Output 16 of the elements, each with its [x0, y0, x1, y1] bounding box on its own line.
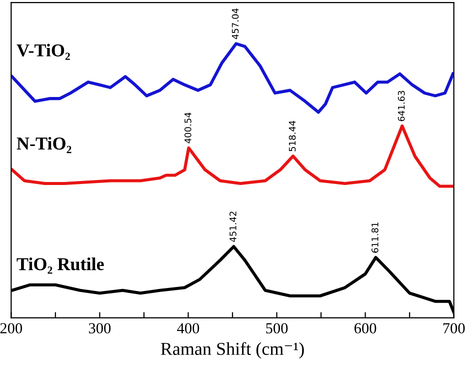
- annotation: 400.54: [184, 112, 192, 144]
- x-tick-label: 200: [0, 323, 22, 334]
- annotation: 457.04: [232, 8, 239, 40]
- annotation: 518.44: [288, 120, 296, 152]
- x-tick-label: 600: [354, 323, 376, 334]
- x-axis-title: Raman Shift (cm⁻¹): [160, 342, 304, 359]
- x-tick-label: 400: [177, 323, 200, 334]
- x-tick-label: 700: [443, 323, 465, 334]
- annotation: 451.42: [230, 212, 236, 242]
- series-label: TiO₂ Rutile: [16, 258, 104, 274]
- series-label: N-TiO₂: [16, 136, 72, 154]
- annotation: 641.63: [398, 90, 405, 122]
- annotation: 611.81: [372, 222, 378, 253]
- series-label: V-TiO₂: [16, 44, 70, 60]
- x-tick-label: 500: [266, 323, 288, 334]
- x-tick-label: 300: [88, 323, 111, 334]
